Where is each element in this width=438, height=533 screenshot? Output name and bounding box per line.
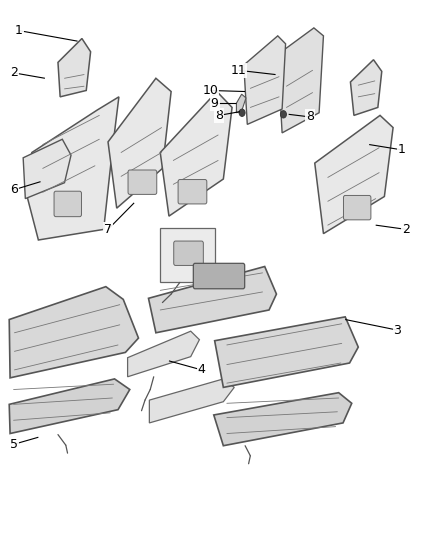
Polygon shape bbox=[244, 36, 286, 124]
FancyBboxPatch shape bbox=[54, 191, 81, 216]
Text: 8: 8 bbox=[215, 109, 223, 122]
Text: 3: 3 bbox=[393, 324, 401, 337]
Polygon shape bbox=[160, 228, 215, 282]
Text: 7: 7 bbox=[104, 223, 112, 236]
Polygon shape bbox=[215, 317, 358, 387]
Text: 11: 11 bbox=[231, 64, 247, 77]
Text: 2: 2 bbox=[11, 67, 18, 79]
Polygon shape bbox=[350, 60, 382, 115]
Polygon shape bbox=[237, 94, 246, 113]
Polygon shape bbox=[148, 266, 276, 333]
Polygon shape bbox=[127, 331, 199, 377]
Polygon shape bbox=[9, 379, 130, 433]
FancyBboxPatch shape bbox=[178, 180, 207, 204]
Text: 6: 6 bbox=[11, 183, 18, 196]
Polygon shape bbox=[23, 139, 71, 199]
Circle shape bbox=[239, 109, 245, 116]
Polygon shape bbox=[160, 92, 232, 216]
Text: 1: 1 bbox=[398, 143, 406, 156]
Text: 10: 10 bbox=[202, 84, 218, 97]
Polygon shape bbox=[214, 393, 352, 446]
FancyBboxPatch shape bbox=[174, 241, 203, 265]
Polygon shape bbox=[315, 115, 393, 233]
FancyBboxPatch shape bbox=[128, 170, 157, 195]
Text: 1: 1 bbox=[15, 24, 23, 37]
Polygon shape bbox=[9, 287, 138, 378]
Circle shape bbox=[280, 111, 286, 118]
Polygon shape bbox=[278, 28, 323, 133]
Polygon shape bbox=[108, 78, 171, 208]
Text: 2: 2 bbox=[402, 223, 410, 236]
Text: 8: 8 bbox=[307, 110, 314, 124]
Polygon shape bbox=[25, 97, 119, 240]
Polygon shape bbox=[58, 38, 91, 97]
Polygon shape bbox=[149, 379, 234, 423]
Text: 9: 9 bbox=[211, 96, 219, 110]
Text: 5: 5 bbox=[11, 438, 18, 450]
FancyBboxPatch shape bbox=[343, 196, 371, 220]
Text: 4: 4 bbox=[198, 364, 205, 376]
FancyBboxPatch shape bbox=[193, 263, 245, 289]
